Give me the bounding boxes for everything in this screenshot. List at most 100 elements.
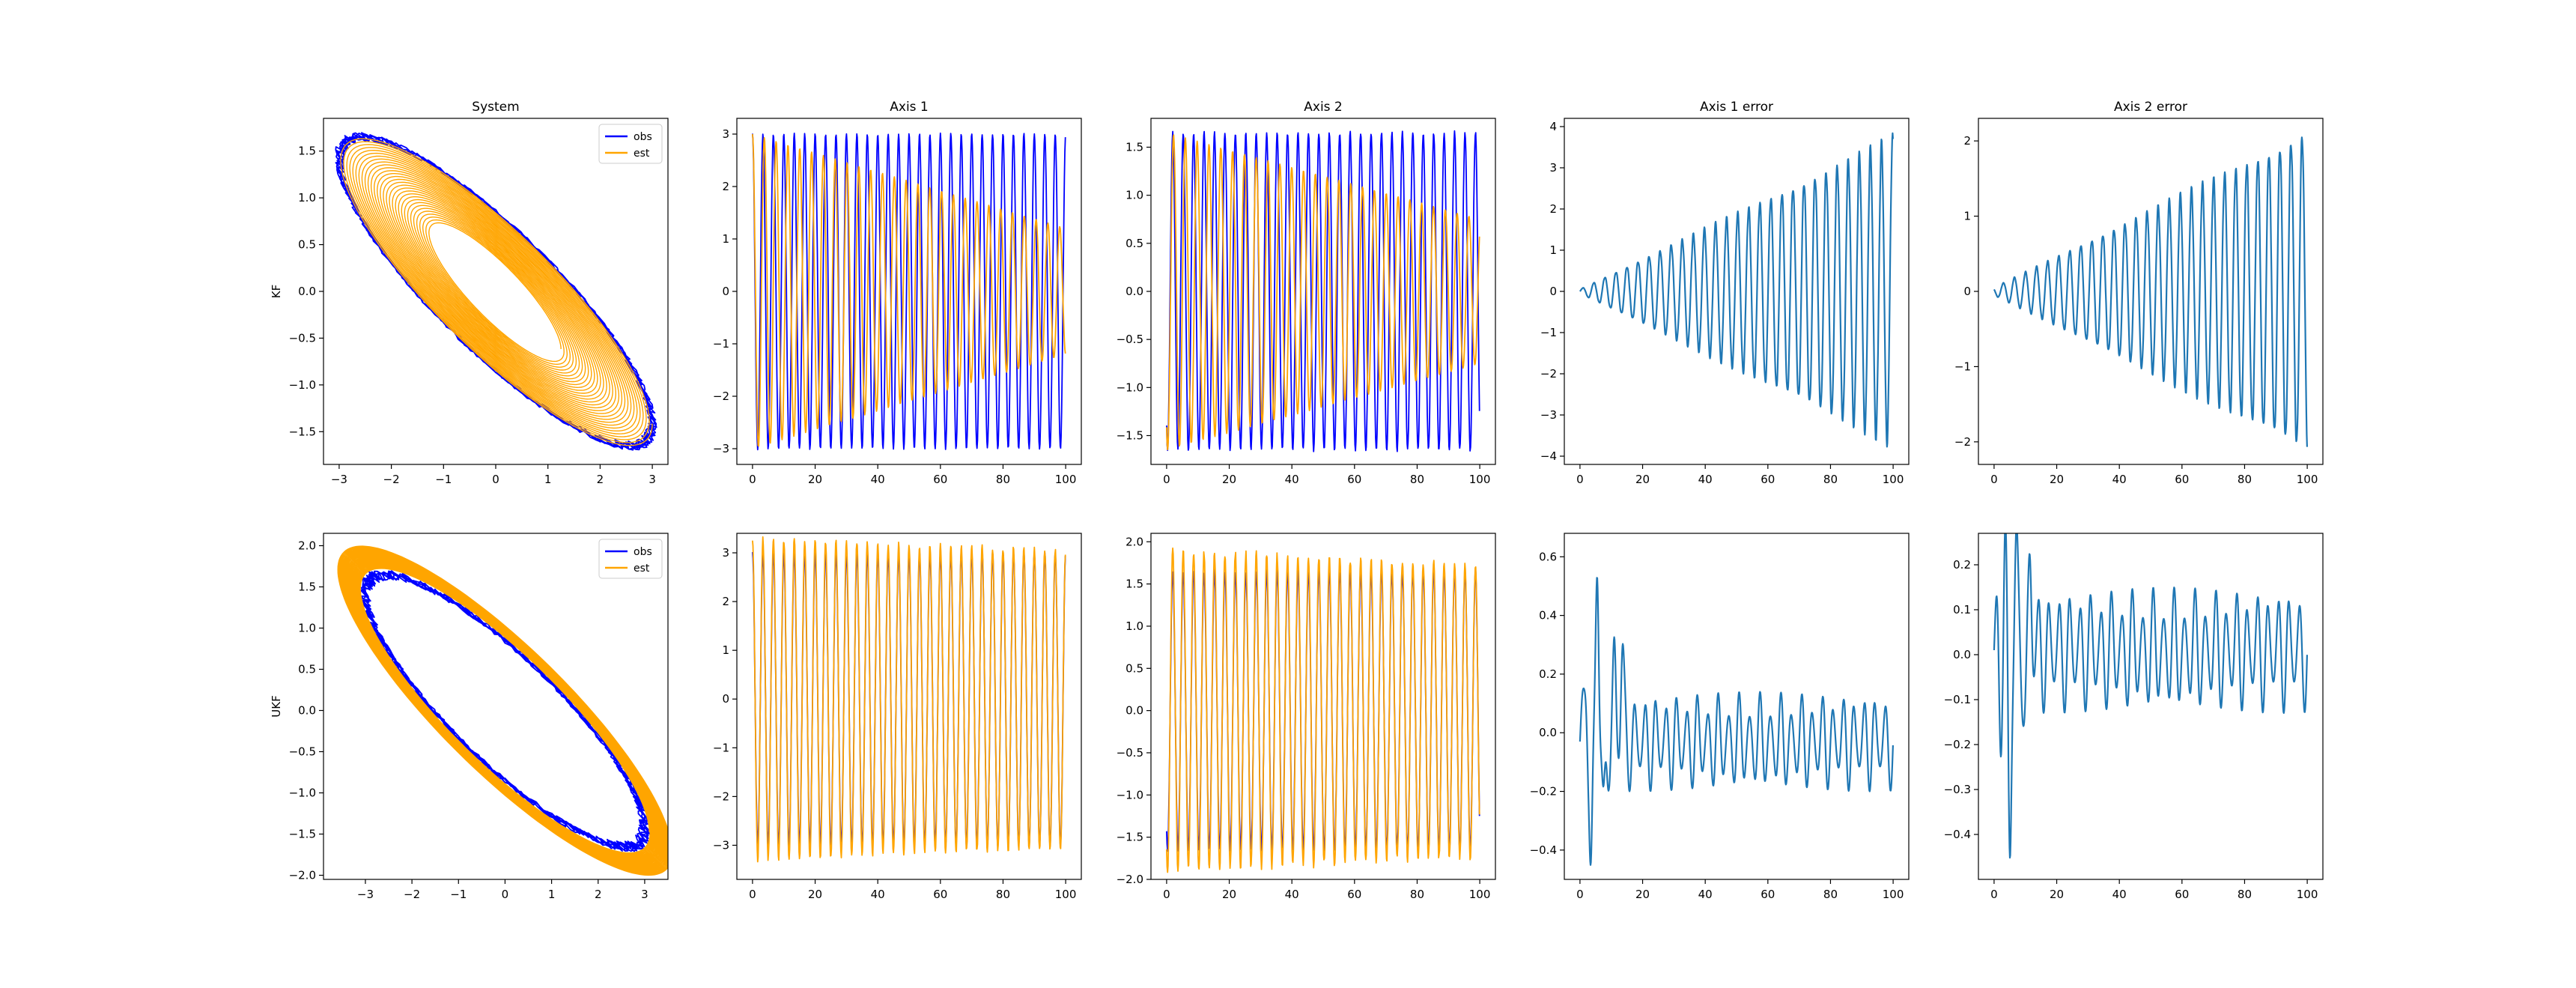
- panel-kf-axis2: 0 20 40 60 80 100 −1.5 −1.0 −0.5 0.0 0.5 1.0 1.5 Axis…: [1117, 100, 1496, 486]
- x-tick-label: −1: [435, 473, 452, 486]
- x-tick-label: 20: [1222, 473, 1236, 486]
- x-tick-label: 1: [544, 473, 552, 486]
- y-tick-label: −1.0: [289, 378, 316, 392]
- x-tick-label: 80: [2238, 473, 2252, 486]
- y-tick-label: 0: [1963, 285, 1971, 298]
- x-tick-label: 100: [2297, 888, 2318, 901]
- y-tick-label: −0.5: [1117, 746, 1143, 760]
- legend: obs est: [598, 124, 663, 164]
- panel-ukf-axis1-error: 0 20 40 60 80 100 −0.4 −0.2 0.0 0.2 0.4 0.6: [1530, 533, 1910, 901]
- y-tick-label: −1.5: [289, 425, 316, 438]
- panel-title: Axis 2 error: [2114, 100, 2187, 115]
- x-tick-label: −2: [383, 473, 400, 486]
- panel-title: Axis 2: [1304, 100, 1343, 115]
- y-tick-label: 0.6: [1539, 550, 1557, 563]
- y-tick-label: 0.2: [1953, 558, 1971, 572]
- y-tick-label: −3: [1540, 408, 1557, 422]
- x-tick-label: 100: [1883, 888, 1904, 901]
- panel-title: System: [472, 100, 519, 115]
- series-line-est: [1166, 547, 1480, 873]
- y-tick-label: 1: [1963, 210, 1971, 223]
- y-tick-label: −2: [713, 390, 729, 403]
- x-tick-label: 80: [1410, 473, 1424, 486]
- x-tick-label: 40: [2112, 473, 2127, 486]
- y-tick-label: −1: [1954, 360, 1971, 373]
- x-tick-label: 1: [548, 888, 556, 901]
- x-tick-label: 20: [1635, 888, 1650, 901]
- x-tick-label: 60: [2175, 888, 2189, 901]
- y-tick-label: 1: [722, 643, 729, 657]
- y-tick-label: 0.4: [1539, 609, 1557, 622]
- y-axis-label: KF: [270, 285, 283, 298]
- series-line-error: [1579, 132, 1894, 448]
- x-tick-label: 20: [1222, 888, 1236, 901]
- x-tick-label: 2: [595, 888, 602, 901]
- panel-title: Axis 1 error: [1700, 100, 1773, 115]
- x-tick-label: 60: [1347, 888, 1361, 901]
- x-tick-label: 0: [749, 473, 756, 486]
- legend-label-obs: obs: [634, 131, 652, 143]
- y-tick-label: −2: [713, 790, 729, 803]
- y-tick-label: 0.5: [1126, 237, 1143, 250]
- y-tick-label: 0: [722, 692, 729, 706]
- y-tick-label: 1: [722, 232, 729, 246]
- panel-ukf-axis1: 0 20 40 60 80 100 −3 −2 −1 0 1 2 3: [713, 533, 1082, 901]
- y-tick-label: −2: [1954, 435, 1971, 449]
- y-tick-label: 4: [1549, 120, 1557, 133]
- x-tick-label: −3: [331, 473, 347, 486]
- panel-ukf-system: −3 −2 −1 0 1 2 3 −2.0 −1.5 −1.0 −0.5 0.0 0.5 1.0 1.5 2.…: [270, 533, 669, 901]
- y-tick-label: 1.0: [1126, 189, 1143, 202]
- x-tick-label: 0: [1576, 888, 1584, 901]
- y-tick-label: 1.5: [298, 581, 316, 594]
- x-tick-label: 0: [1163, 473, 1170, 486]
- axes-frame: [1978, 533, 2324, 880]
- y-tick-label: 1.5: [1126, 141, 1143, 154]
- series-group: [1166, 547, 1480, 873]
- x-tick-label: 80: [996, 473, 1010, 486]
- y-tick-label: 0.0: [1539, 726, 1557, 739]
- x-tick-label: 40: [2112, 888, 2127, 901]
- y-tick-label: −0.3: [1944, 783, 1971, 796]
- x-tick-label: 100: [1469, 473, 1491, 486]
- y-tick-label: −0.5: [289, 331, 316, 345]
- y-tick-label: −1.0: [289, 787, 316, 800]
- series-line-obs: [335, 132, 657, 451]
- y-tick-label: −0.4: [1530, 843, 1557, 857]
- panel-title: Axis 1: [890, 100, 929, 115]
- x-tick-label: 40: [1698, 473, 1713, 486]
- x-tick-label: 40: [1698, 888, 1713, 901]
- y-tick-label: 2: [1963, 134, 1971, 148]
- y-tick-label: 2.0: [298, 539, 316, 553]
- x-tick-label: 60: [1761, 473, 1775, 486]
- y-tick-label: 0: [722, 285, 729, 298]
- x-tick-label: 3: [648, 473, 656, 486]
- series-group: [1993, 533, 2308, 859]
- x-tick-label: 0: [749, 888, 756, 901]
- axes-frame: [736, 533, 1082, 880]
- y-tick-label: 2: [1549, 202, 1557, 216]
- x-tick-label: 20: [1635, 473, 1650, 486]
- panel-ukf-axis2-error: 0 20 40 60 80 100 −0.4 −0.3 −0.2 −0.1 0.0 0.1 0.2: [1944, 533, 2324, 901]
- y-tick-label: −3: [713, 442, 729, 455]
- x-tick-label: −3: [357, 888, 374, 901]
- series-group: [752, 536, 1066, 863]
- series-line-error: [1993, 533, 2308, 859]
- panel-kf-axis2-error: 0 20 40 60 80 100 −2 −1 0 1 2 Axis 2 error: [1954, 100, 2324, 486]
- series-line-est: [752, 536, 1066, 863]
- y-tick-label: 0.0: [298, 704, 316, 718]
- x-tick-label: 60: [933, 888, 947, 901]
- x-tick-label: 80: [996, 888, 1010, 901]
- x-tick-label: 0: [1990, 473, 1998, 486]
- x-tick-label: 60: [1761, 888, 1775, 901]
- x-tick-label: 20: [808, 473, 822, 486]
- series-line-est: [1166, 134, 1480, 451]
- y-tick-label: 0.5: [1126, 661, 1143, 675]
- x-tick-label: 0: [492, 473, 499, 486]
- y-tick-label: 3: [722, 127, 729, 141]
- y-tick-label: −2: [1540, 367, 1557, 381]
- x-tick-label: 40: [1285, 888, 1299, 901]
- y-tick-label: 0.2: [1539, 667, 1557, 681]
- x-tick-label: 40: [1285, 473, 1299, 486]
- series-group: [335, 132, 657, 451]
